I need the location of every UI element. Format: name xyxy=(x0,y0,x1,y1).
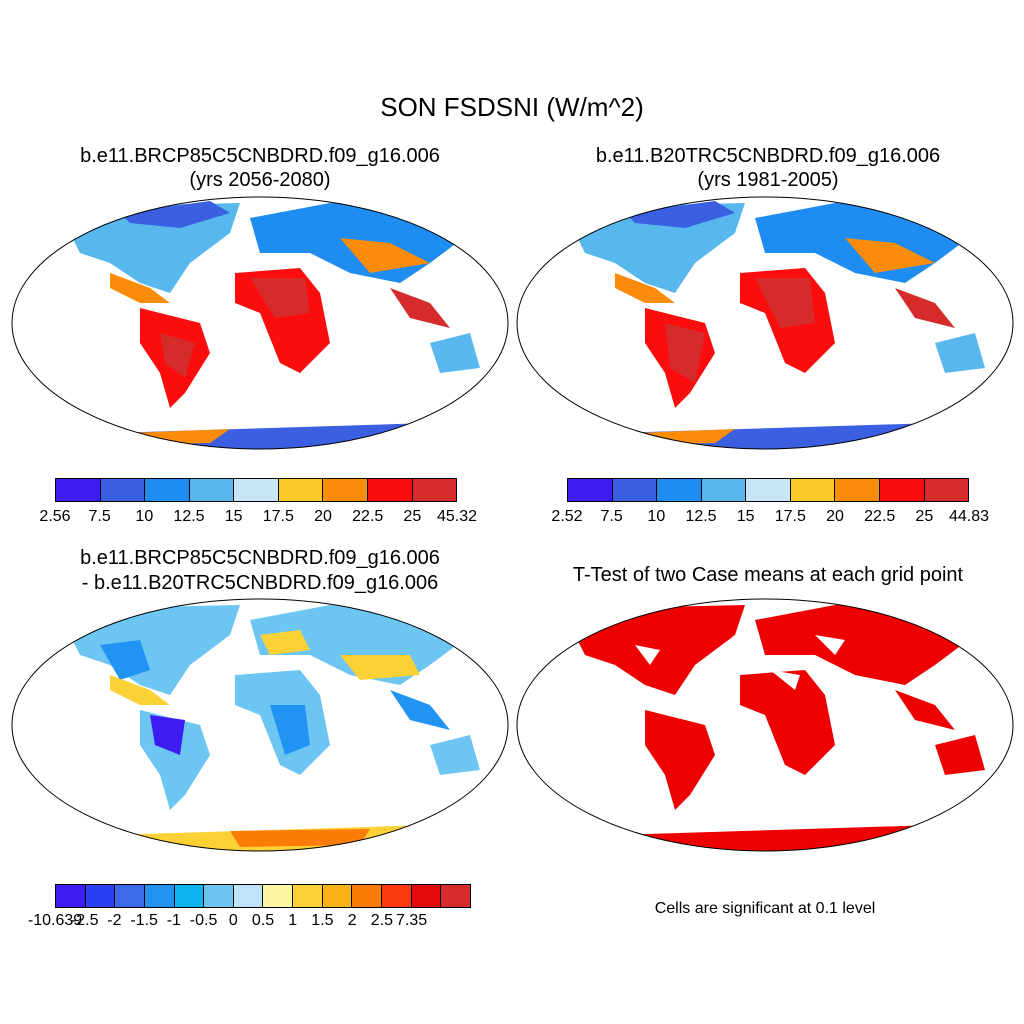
colorbar-tick-label: -10.639 xyxy=(27,912,83,929)
colorbar-segment xyxy=(56,479,101,501)
colorbar-segment xyxy=(204,885,234,907)
colorbar-tick-label: -2 xyxy=(107,912,122,929)
colorbar-tick-label: 17.5 xyxy=(774,508,806,525)
colorbar-tick-label: -1.5 xyxy=(130,912,158,929)
colorbar-tick-label: -2.5 xyxy=(70,912,99,929)
colorbar-rcp85 xyxy=(55,478,457,502)
colorbar-segment xyxy=(352,885,383,907)
colorbar-segment xyxy=(145,479,190,501)
colorbar-segment xyxy=(367,479,413,501)
colorbar-tick-label: 2.5 xyxy=(370,912,393,929)
map-difference xyxy=(11,598,509,852)
colorbar-segment xyxy=(263,885,294,907)
colorbar-historical xyxy=(567,478,969,502)
panel4-title: T-Test of two Case means at each grid po… xyxy=(572,564,964,586)
colorbar-segment xyxy=(278,479,324,501)
colorbar-segment xyxy=(115,885,145,907)
colorbar-tick-label: 10 xyxy=(135,508,154,525)
colorbar-tick-label: 0 xyxy=(228,912,238,929)
colorbar-segment xyxy=(56,885,86,907)
colorbar-tick-label: 15 xyxy=(736,508,755,525)
colorbar-segment xyxy=(144,885,175,907)
colorbar-tick-label: -1 xyxy=(166,912,181,929)
colorbar-tick-label: 20 xyxy=(314,508,332,525)
colorbar-tick-label: 22.5 xyxy=(864,508,896,525)
colorbar-tick-label: -0.5 xyxy=(189,912,218,929)
figure-title: SON FSDSNI (W/m^2) xyxy=(380,92,644,122)
colorbar-segment xyxy=(382,885,412,907)
colorbar-segment xyxy=(233,885,264,907)
map-ttest-significance xyxy=(516,598,1014,852)
panel2-title-line1: b.e11.B20TRC5CNBDRD.f09_g16.006 xyxy=(595,145,941,167)
colorbar-tick-label: 22.5 xyxy=(352,508,384,525)
colorbar-segment xyxy=(790,479,836,501)
colorbar-segment xyxy=(412,479,457,501)
panel2-title-line2: (yrs 1981-2005) xyxy=(697,169,839,191)
panel1-title-line2: (yrs 2056-2080) xyxy=(189,169,331,191)
colorbar-segment xyxy=(879,479,925,501)
colorbar-segment xyxy=(189,479,235,501)
colorbar-tick-label: 1.5 xyxy=(311,912,334,929)
colorbar-segment xyxy=(612,479,658,501)
colorbar-segment xyxy=(701,479,747,501)
colorbar-tick-label: 25 xyxy=(403,508,422,525)
colorbar-difference-labels: -10.639 -2.5 -2 -1.5 -1 -0.5 0 0.5 1 1.5 2 2.5 7.35 xyxy=(28,912,471,932)
colorbar-segment xyxy=(441,885,470,907)
panel3-title-line1: b.e11.BRCP85C5CNBDRD.f09_g16.006 xyxy=(80,547,440,569)
colorbar-tick-label: 0.5 xyxy=(251,912,275,929)
colorbar-segment xyxy=(411,885,442,907)
colorbar-segment xyxy=(924,479,969,501)
colorbar-tick-label: 44.83 xyxy=(948,508,990,525)
colorbar-tick-label: 2.52 xyxy=(551,508,583,525)
colorbar-segment xyxy=(234,479,279,501)
colorbar-segment xyxy=(322,885,353,907)
colorbar-tick-label: 15 xyxy=(224,508,243,525)
colorbar-tick-label: 7.35 xyxy=(395,912,428,929)
colorbar-tick-label: 17.5 xyxy=(262,508,294,525)
map-rcp85 xyxy=(11,196,509,450)
colorbar-segment xyxy=(568,479,613,501)
colorbar-segment xyxy=(323,479,368,501)
colorbar-segment xyxy=(100,479,146,501)
colorbar-tick-label: 2.56 xyxy=(39,508,71,525)
colorbar-segment xyxy=(174,885,205,907)
colorbar-segment xyxy=(657,479,702,501)
panel3-title-line2: - b.e11.B20TRC5CNBDRD.f09_g16.006 xyxy=(81,572,439,594)
colorbar-difference xyxy=(55,884,471,908)
colorbar-tick-label: 25 xyxy=(915,508,934,525)
colorbar-historical-labels: 2.52 7.5 10 12.5 15 17.5 20 22.5 25 44.83 xyxy=(551,508,989,528)
colorbar-tick-label: 10 xyxy=(647,508,666,525)
colorbar-tick-label: 12.5 xyxy=(685,508,717,525)
colorbar-tick-label: 1 xyxy=(288,912,298,929)
panel1-title-line1: b.e11.BRCP85C5CNBDRD.f09_g16.006 xyxy=(80,145,440,167)
colorbar-tick-label: 20 xyxy=(826,508,844,525)
colorbar-segment xyxy=(746,479,791,501)
map-historical xyxy=(516,196,1014,450)
colorbar-segment xyxy=(835,479,880,501)
colorbar-rcp85-labels: 2.56 7.5 10 12.5 15 17.5 20 22.5 25 45.32 xyxy=(39,508,477,528)
colorbar-segment xyxy=(85,885,116,907)
colorbar-tick-label: 7.5 xyxy=(600,508,623,525)
colorbar-tick-label: 7.5 xyxy=(88,508,111,525)
colorbar-segment xyxy=(293,885,323,907)
colorbar-tick-label: 2 xyxy=(347,912,357,929)
colorbar-tick-label: 45.32 xyxy=(436,508,478,525)
significance-note: Cells are significant at 0.1 level xyxy=(654,900,876,917)
colorbar-tick-label: 12.5 xyxy=(173,508,205,525)
